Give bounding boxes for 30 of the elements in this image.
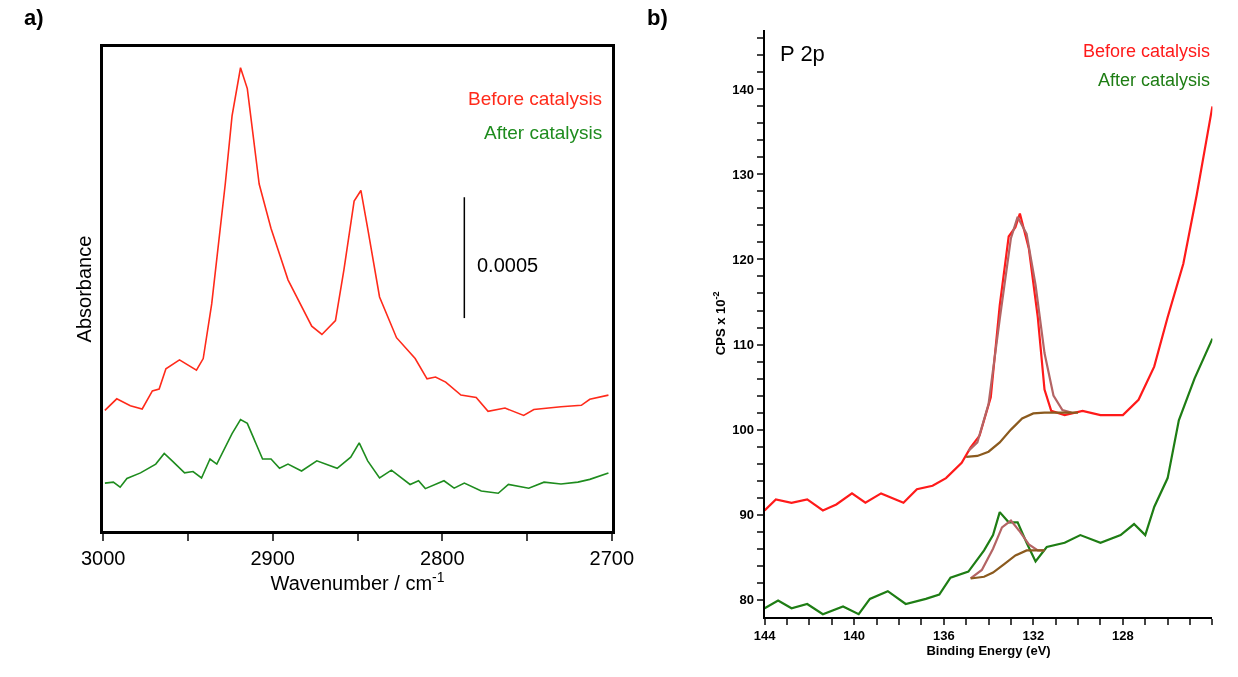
x-axis-title: Binding Energy (eV): [926, 643, 1051, 659]
y-tick-label: 90: [739, 507, 755, 523]
x-tick-label: 132: [1022, 628, 1045, 644]
x-tick-label: 144: [753, 628, 777, 644]
y-tick-label: 110: [733, 337, 755, 353]
y-tick-label: 120: [732, 252, 755, 268]
x-tick-label: 2700: [589, 546, 635, 569]
text: After catalysis: [1098, 70, 1211, 90]
line-series: [965, 411, 1080, 458]
x-tick-label: 3000: [80, 546, 126, 569]
y-tick-label: 140: [732, 81, 755, 97]
x-tick-label: 128: [1112, 628, 1134, 644]
chart-title: a): [24, 5, 44, 30]
text: Before catalysis: [468, 88, 603, 109]
y-tick-label: 100: [732, 422, 755, 438]
line-series: [764, 105, 1213, 512]
annotation: P 2p: [780, 41, 825, 66]
text: Before catalysis: [1083, 41, 1211, 61]
x-tick-label: 140: [843, 628, 866, 644]
x-tick-label: 136: [932, 628, 955, 644]
y-axis-title: Absorbance: [72, 235, 95, 343]
chart-title: b): [647, 5, 668, 30]
x-tick-label: 2800: [420, 546, 465, 569]
annotation: 0.0005: [477, 254, 539, 276]
text: After catalysis: [484, 122, 603, 143]
y-tick-label: 80: [739, 592, 755, 608]
line-series: [969, 549, 1046, 580]
x-tick-label: 2900: [250, 546, 295, 569]
y-tick-label: 130: [732, 166, 755, 182]
x-axis-title: Wavenumber / cm$^{-1}$: [270, 568, 445, 594]
